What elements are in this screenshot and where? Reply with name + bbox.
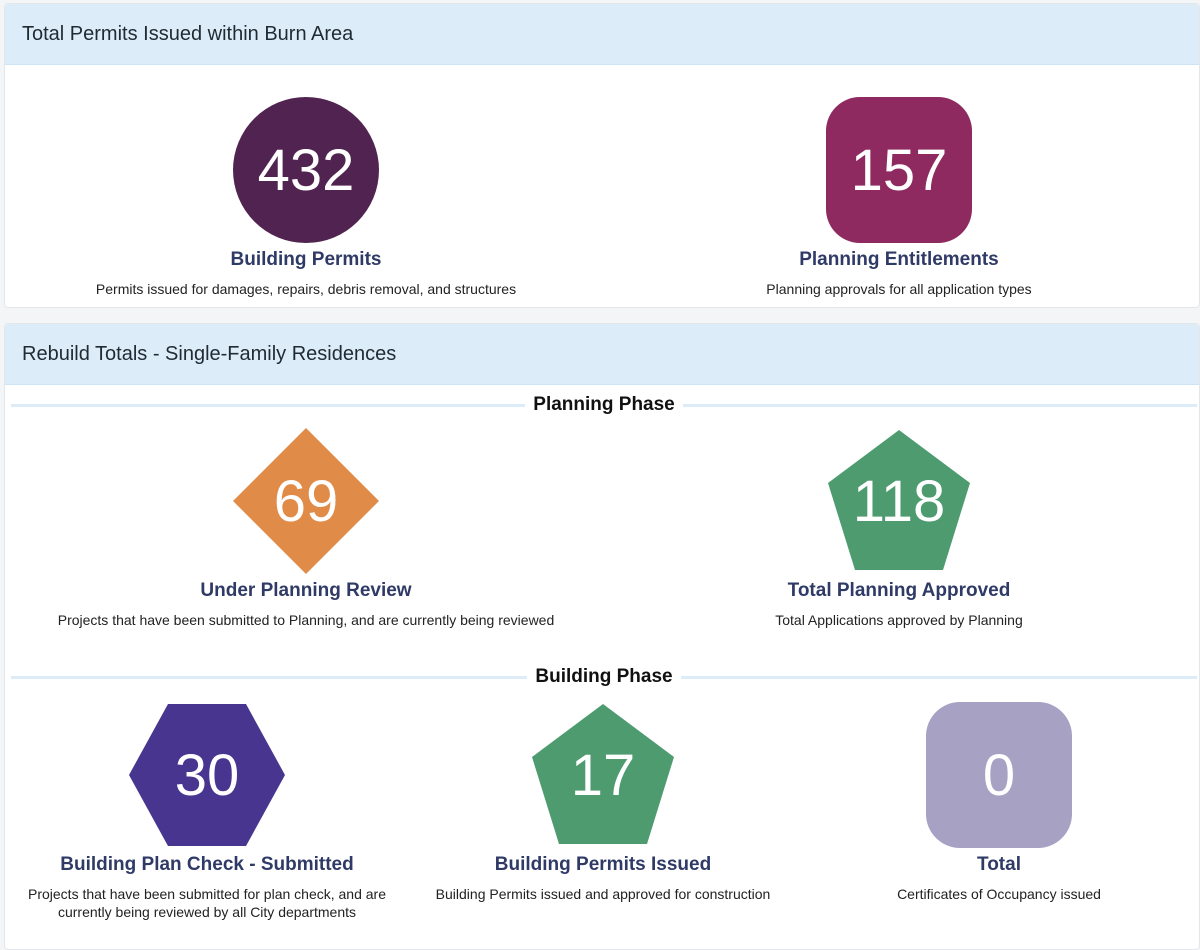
pentagon-shape bbox=[532, 704, 674, 844]
building-permits-badge: 432 bbox=[233, 97, 379, 243]
planning-phase-label: Planning Phase bbox=[533, 394, 675, 415]
pentagon-shape bbox=[828, 430, 970, 570]
stat-value: 69 bbox=[273, 468, 339, 534]
diamond-shape bbox=[233, 428, 379, 574]
stat-description: Total Applications approved by Planning bbox=[775, 612, 1023, 628]
hexagon-shape bbox=[129, 704, 285, 846]
stat-total-certificates: 0 Total Certificates of Occupancy issued bbox=[809, 702, 1189, 903]
stat-building-permits: 432 Building Permits Permits issued for … bbox=[26, 97, 586, 298]
stat-description: Planning approvals for all application t… bbox=[766, 281, 1032, 297]
stat-total-planning-approved: 118 Total Planning Approved Total Applic… bbox=[619, 428, 1179, 629]
total-certificates-badge: 0 bbox=[926, 702, 1072, 848]
stat-title: Building Plan Check - Submitted bbox=[60, 854, 354, 875]
stat-value: 118 bbox=[852, 468, 946, 534]
building-phase-divider: Building Phase bbox=[11, 665, 1197, 689]
building-permits-issued-badge: 17 bbox=[530, 702, 676, 848]
under-planning-review-badge: 69 bbox=[233, 428, 379, 574]
total-planning-approved-badge: 118 bbox=[826, 428, 972, 574]
stat-building-permits-issued: 17 Building Permits Issued Building Perm… bbox=[403, 702, 803, 903]
stat-title: Total Planning Approved bbox=[787, 580, 1011, 601]
stat-planning-entitlements: 157 Planning Entitlements Planning appro… bbox=[619, 97, 1179, 298]
stat-under-planning-review: 69 Under Planning Review Projects that h… bbox=[26, 428, 586, 629]
stat-value: 30 bbox=[174, 742, 240, 808]
stat-title: Planning Entitlements bbox=[799, 249, 999, 270]
stat-title: Under Planning Review bbox=[200, 580, 412, 601]
divider-line bbox=[11, 675, 528, 679]
building-plan-check-badge: 30 bbox=[129, 702, 285, 848]
stat-title: Total bbox=[977, 854, 1021, 875]
permits-card: Total Permits Issued within Burn Area 43… bbox=[4, 3, 1200, 308]
stat-title: Building Permits bbox=[230, 249, 382, 270]
stat-title: Building Permits Issued bbox=[494, 854, 712, 875]
permits-card-header: Total Permits Issued within Burn Area bbox=[5, 4, 1199, 65]
stat-description: Projects that have been submitted to Pla… bbox=[57, 612, 555, 628]
stat-value: 432 bbox=[257, 137, 355, 203]
divider-line bbox=[11, 403, 526, 407]
stat-value: 0 bbox=[982, 742, 1016, 808]
stat-description: Certificates of Occupancy issued bbox=[897, 886, 1101, 902]
rebuild-card-header: Rebuild Totals - Single-Family Residence… bbox=[5, 324, 1199, 385]
stat-value: 157 bbox=[850, 137, 948, 203]
building-phase-label: Building Phase bbox=[535, 666, 673, 687]
stat-building-plan-check: 30 Building Plan Check - Submitted Proje… bbox=[17, 702, 397, 921]
stat-description: Projects that have been submitted for pl… bbox=[28, 886, 386, 920]
stat-value: 17 bbox=[570, 742, 636, 808]
stat-description: Building Permits issued and approved for… bbox=[435, 886, 771, 902]
rebuild-card: Rebuild Totals - Single-Family Residence… bbox=[4, 323, 1200, 950]
divider-line bbox=[680, 675, 1197, 679]
divider-line bbox=[682, 403, 1198, 407]
planning-entitlements-badge: 157 bbox=[826, 97, 972, 243]
planning-phase-divider: Planning Phase bbox=[11, 393, 1198, 417]
stat-description: Permits issued for damages, repairs, deb… bbox=[95, 281, 517, 297]
